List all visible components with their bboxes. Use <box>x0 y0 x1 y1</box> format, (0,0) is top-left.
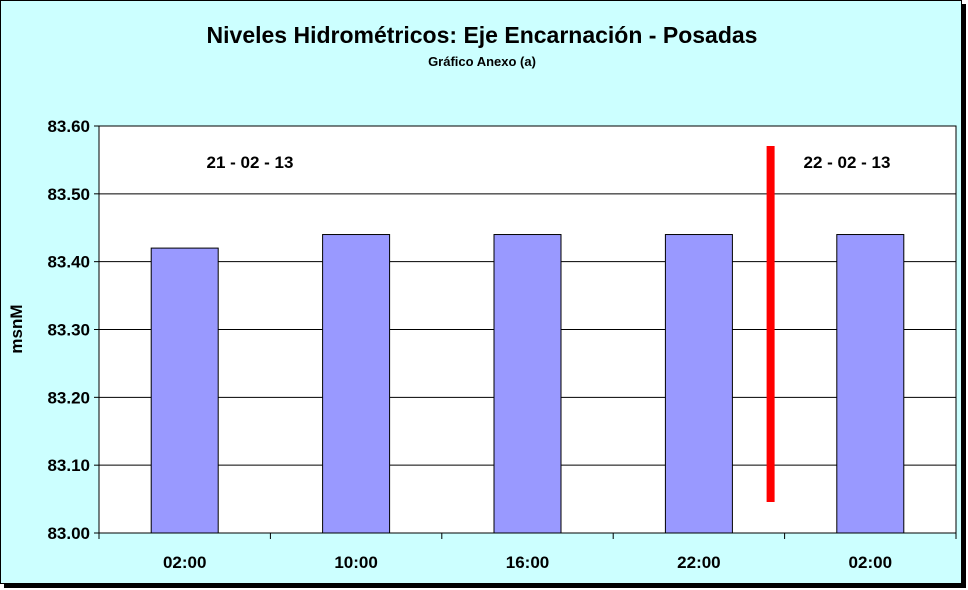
x-tick-label: 16:00 <box>506 553 549 572</box>
bars <box>150 234 905 534</box>
x-axis: 02:00 10:00 16:00 22:00 02:00 <box>98 533 957 572</box>
y-tick-label: 83.10 <box>47 456 90 475</box>
chart-title: Niveles Hidrométricos: Eje Encarnación -… <box>206 22 758 48</box>
bar <box>150 247 219 534</box>
y-tick-label: 83.50 <box>47 185 90 204</box>
bar <box>322 234 391 534</box>
x-tick-label: 10:00 <box>334 553 377 572</box>
y-tick-label: 83.00 <box>47 524 90 543</box>
y-tick-label: 83.20 <box>47 388 90 407</box>
annotation-day-1: 21 - 02 - 13 <box>207 153 294 172</box>
annotation-day-2: 22 - 02 - 13 <box>804 153 891 172</box>
y-tick-label: 83.30 <box>47 321 90 340</box>
y-tick-label: 83.60 <box>47 117 90 136</box>
y-axis-label: msnM <box>7 304 26 353</box>
x-tick-label: 22:00 <box>677 553 720 572</box>
x-tick-label: 02:00 <box>849 553 892 572</box>
y-axis: 83.00 83.10 83.20 83.30 83.40 83.50 83.60 <box>47 117 99 543</box>
bar <box>664 234 733 534</box>
y-tick-label: 83.40 <box>47 253 90 272</box>
chart-subtitle: Gráfico Anexo (a) <box>428 54 536 69</box>
bar <box>836 234 905 534</box>
x-tick-label: 02:00 <box>163 553 206 572</box>
bar <box>493 234 562 534</box>
